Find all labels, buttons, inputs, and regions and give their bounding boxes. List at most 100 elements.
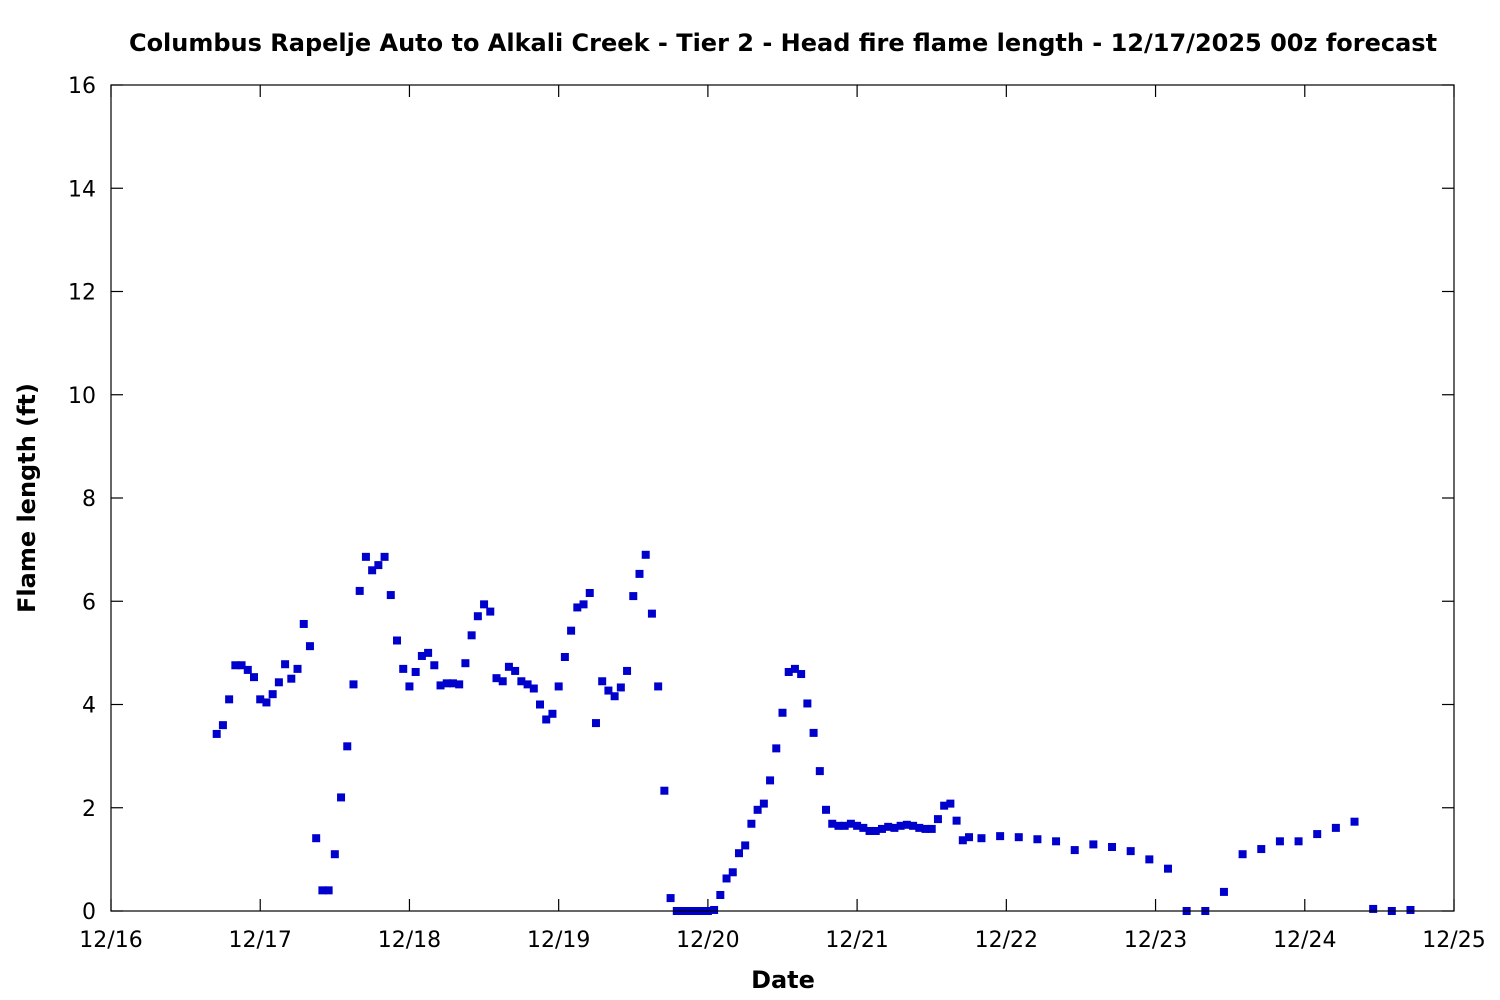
data-point: [380, 552, 389, 561]
x-tick-label: 12/18: [378, 928, 441, 953]
x-tick-label: 12/16: [79, 928, 142, 953]
x-tick-label: 12/20: [676, 928, 739, 953]
data-point: [585, 588, 594, 597]
data-point: [1163, 864, 1172, 873]
data-point: [498, 677, 507, 686]
data-point: [343, 742, 352, 751]
data-point: [853, 821, 862, 830]
data-point: [567, 626, 576, 635]
data-point: [374, 561, 383, 570]
data-point: [828, 819, 837, 828]
data-point: [1350, 817, 1359, 826]
y-tick-label: 0: [82, 900, 96, 925]
data-point: [635, 569, 644, 578]
data-point: [1238, 850, 1247, 859]
data-point: [890, 823, 899, 832]
data-point: [940, 801, 949, 810]
data-point: [417, 651, 426, 660]
data-point: [436, 681, 445, 690]
data-point: [393, 636, 402, 645]
data-point: [598, 677, 607, 686]
data-point: [902, 820, 911, 829]
x-tick-label: 12/22: [975, 928, 1038, 953]
data-point: [865, 826, 874, 835]
data-point: [1014, 833, 1023, 842]
data-point: [1089, 840, 1098, 849]
data-point: [573, 603, 582, 612]
data-point: [591, 719, 600, 728]
y-tick-label: 14: [68, 177, 96, 202]
data-point: [448, 679, 457, 688]
data-point: [281, 660, 290, 669]
data-point: [616, 683, 625, 692]
data-point: [424, 648, 433, 657]
data-point: [473, 612, 482, 621]
data-point: [337, 793, 346, 802]
data-points: [212, 550, 1415, 915]
y-tick-label: 12: [68, 281, 96, 306]
data-point: [231, 661, 240, 670]
data-point: [1145, 855, 1154, 864]
data-point: [330, 850, 339, 859]
data-point: [896, 821, 905, 830]
data-point: [560, 653, 569, 661]
data-point: [1070, 846, 1079, 855]
data-point: [654, 682, 663, 691]
data-point: [927, 824, 936, 833]
data-point: [877, 824, 886, 833]
data-point: [461, 659, 470, 668]
data-point: [1257, 845, 1266, 854]
data-point: [728, 868, 737, 877]
data-point: [467, 631, 476, 640]
data-point: [604, 686, 613, 695]
data-point: [629, 592, 638, 601]
data-point: [734, 849, 743, 858]
data-point: [710, 905, 719, 914]
x-axis-label: Date: [751, 966, 815, 994]
data-point: [492, 674, 501, 683]
x-tick-label: 12/24: [1273, 928, 1336, 953]
data-point: [1331, 823, 1340, 832]
data-point: [1275, 837, 1284, 846]
data-point: [523, 680, 532, 689]
x-tick-label: 12/17: [229, 928, 292, 953]
data-point: [554, 682, 563, 691]
plot-frame: [110, 84, 1455, 912]
data-point: [933, 815, 942, 824]
x-tick-label: 12/21: [825, 928, 888, 953]
data-point: [834, 821, 843, 830]
data-point: [641, 550, 650, 559]
data-point: [921, 824, 930, 833]
data-point: [790, 664, 799, 673]
data-point: [772, 744, 781, 753]
chart-title: Columbus Rapelje Auto to Alkali Creek - …: [129, 29, 1437, 57]
data-point: [312, 834, 321, 843]
data-point: [915, 823, 924, 832]
data-point: [766, 776, 775, 785]
data-point: [996, 832, 1005, 841]
data-point: [386, 591, 395, 600]
data-point: [368, 566, 377, 575]
data-point: [212, 729, 221, 738]
data-point: [274, 678, 283, 687]
data-point: [647, 609, 656, 618]
x-tick-label: 12/19: [527, 928, 590, 953]
data-point: [430, 661, 439, 670]
data-point: [305, 642, 314, 651]
data-point: [318, 886, 327, 895]
data-point: [660, 786, 669, 795]
data-point: [504, 662, 513, 671]
data-point: [299, 619, 308, 628]
data-point: [256, 695, 265, 704]
tick-labels: 12/16 12/17 12/18 12/19 12/20 12/21 12/22 12/23…: [68, 74, 1486, 953]
data-point: [480, 600, 489, 609]
data-point: [529, 684, 538, 693]
data-point: [399, 664, 408, 673]
data-point: [548, 709, 557, 718]
data-point: [1052, 837, 1061, 846]
data-point: [610, 692, 619, 701]
y-tick-label: 4: [82, 694, 96, 719]
data-point: [517, 677, 526, 686]
data-point: [778, 708, 787, 717]
